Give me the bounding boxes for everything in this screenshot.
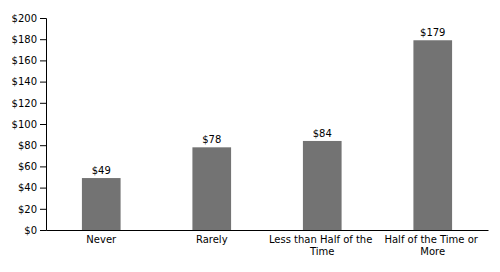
bar (82, 178, 121, 230)
bars (82, 40, 452, 230)
y-axis-line (40, 19, 47, 231)
y-tick-label: $20 (18, 204, 37, 215)
data-label: $78 (202, 134, 221, 145)
data-label: $179 (420, 27, 445, 38)
x-tick-label: Never (86, 234, 117, 245)
y-tick-mark (40, 82, 46, 83)
y-tick: $160 (12, 55, 46, 66)
y-tick-mark (40, 145, 46, 146)
y-tick: $20 (18, 204, 46, 215)
x-tick-label: Less than Half of the Time (269, 234, 376, 257)
x-tick: Never (86, 234, 117, 245)
y-tick-label: $140 (12, 76, 37, 87)
x-tick-label: Rarely (196, 234, 228, 245)
y-tick-mark (40, 39, 46, 40)
data-label: $49 (92, 165, 111, 176)
y-tick: $200 (12, 13, 46, 24)
bar (413, 40, 452, 230)
x-tick: Half of the Time or More (384, 234, 481, 257)
x-tick: Rarely (196, 234, 228, 245)
y-tick-label: $180 (12, 34, 37, 45)
x-axis: Never Rarely Less than Half of the Time Hal… (47, 231, 489, 257)
x-axis-line (47, 230, 489, 231)
plot: $0 $20 $40 $60 $80 $100 $120 $140 $160 $180 $200 Ne… (12, 13, 489, 257)
y-tick-mark (40, 188, 46, 189)
y-tick-mark (40, 166, 46, 167)
data-labels: $49 $78 $84 $179 (92, 27, 446, 176)
y-tick-label: $40 (18, 182, 37, 193)
y-axis: $0 $20 $40 $60 $80 $100 $120 $140 $160 $180 $200 (12, 13, 47, 236)
y-tick-label: $160 (12, 55, 37, 66)
y-tick-mark (40, 230, 46, 231)
y-tick: $80 (18, 140, 46, 151)
y-tick-mark (40, 124, 46, 125)
y-tick: $60 (18, 161, 46, 172)
y-tick-label: $200 (12, 13, 37, 24)
y-tick-label: $60 (18, 161, 37, 172)
y-tick-mark (40, 60, 46, 61)
x-tick: Less than Half of the Time (269, 234, 376, 257)
bar (303, 141, 342, 230)
y-tick-mark (40, 18, 46, 19)
y-tick: $40 (18, 182, 46, 193)
y-tick: $0 (24, 225, 46, 236)
y-tick: $100 (12, 119, 46, 130)
bar (192, 147, 231, 230)
chart: $0 $20 $40 $60 $80 $100 $120 $140 $160 $180 $200 Ne… (0, 0, 500, 272)
x-tick-label: Half of the Time or More (384, 234, 481, 257)
y-tick-label: $80 (18, 140, 37, 151)
y-tick-label: $100 (12, 119, 37, 130)
y-tick: $180 (12, 34, 46, 45)
y-tick-mark (40, 209, 46, 210)
y-tick-label: $0 (24, 225, 37, 236)
y-tick: $120 (12, 98, 46, 109)
y-tick-label: $120 (12, 98, 37, 109)
data-label: $84 (313, 128, 332, 139)
y-tick: $140 (12, 76, 46, 87)
y-tick-mark (40, 103, 46, 104)
